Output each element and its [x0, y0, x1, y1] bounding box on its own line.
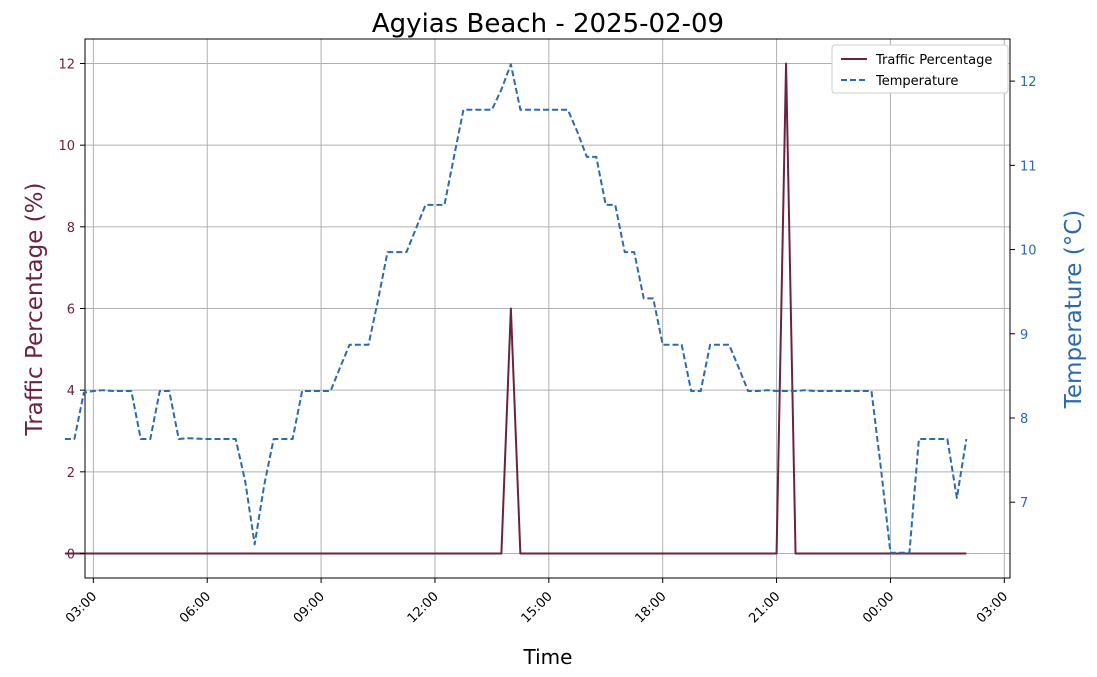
x-tick-label: 15:00 [519, 589, 556, 626]
y-left-tick-label: 12 [58, 58, 75, 73]
x-tick-label: 00:00 [860, 589, 897, 626]
grid-lines [85, 39, 1010, 578]
series-layer [64, 62, 968, 555]
y-left-tick-label: 2 [67, 466, 75, 481]
x-tick-label: 21:00 [746, 589, 783, 626]
y-left-tick-label: 8 [67, 221, 75, 236]
x-tick-label: 03:00 [974, 589, 1011, 626]
y-left-tick-label: 6 [67, 303, 75, 318]
chart-title: Agyias Beach - 2025-02-09 [372, 9, 724, 39]
x-tick-label: 09:00 [291, 589, 328, 626]
y-right-tick-label: 9 [1020, 328, 1028, 343]
y-axis-right-label: Temperature (°C) [1061, 210, 1087, 410]
y-right-tick-label: 10 [1020, 244, 1037, 259]
x-axis-label: Time [523, 645, 573, 669]
legend-label-traffic: Traffic Percentage [875, 53, 992, 68]
legend-box [831, 44, 1009, 94]
y-axis-left-label: Traffic Percentage (%) [22, 183, 48, 437]
y-right-tick-label: 8 [1020, 412, 1028, 427]
y-right-tick-label: 11 [1020, 159, 1037, 174]
y-right-tick-label: 12 [1020, 75, 1037, 90]
y-left-tick-label: 0 [67, 548, 75, 563]
y-right-tick-label: 7 [1020, 496, 1028, 511]
x-tick-label: 12:00 [405, 589, 442, 626]
y-left-tick-label: 4 [67, 384, 75, 399]
axes-layer: 03:00 06:00 09:00 12:00 15:00 18:00 21:00 00:00… [58, 58, 1036, 627]
series-line-temperature [64, 63, 968, 554]
x-tick-label: 06:00 [177, 589, 214, 626]
x-tick-label: 18:00 [632, 589, 669, 626]
legend: Traffic Percentage Temperature [831, 44, 1009, 94]
y-left-tick-label: 10 [58, 139, 75, 154]
series-line-traffic [64, 62, 967, 555]
legend-label-temperature: Temperature [875, 74, 958, 89]
x-tick-label: 03:00 [63, 589, 100, 626]
